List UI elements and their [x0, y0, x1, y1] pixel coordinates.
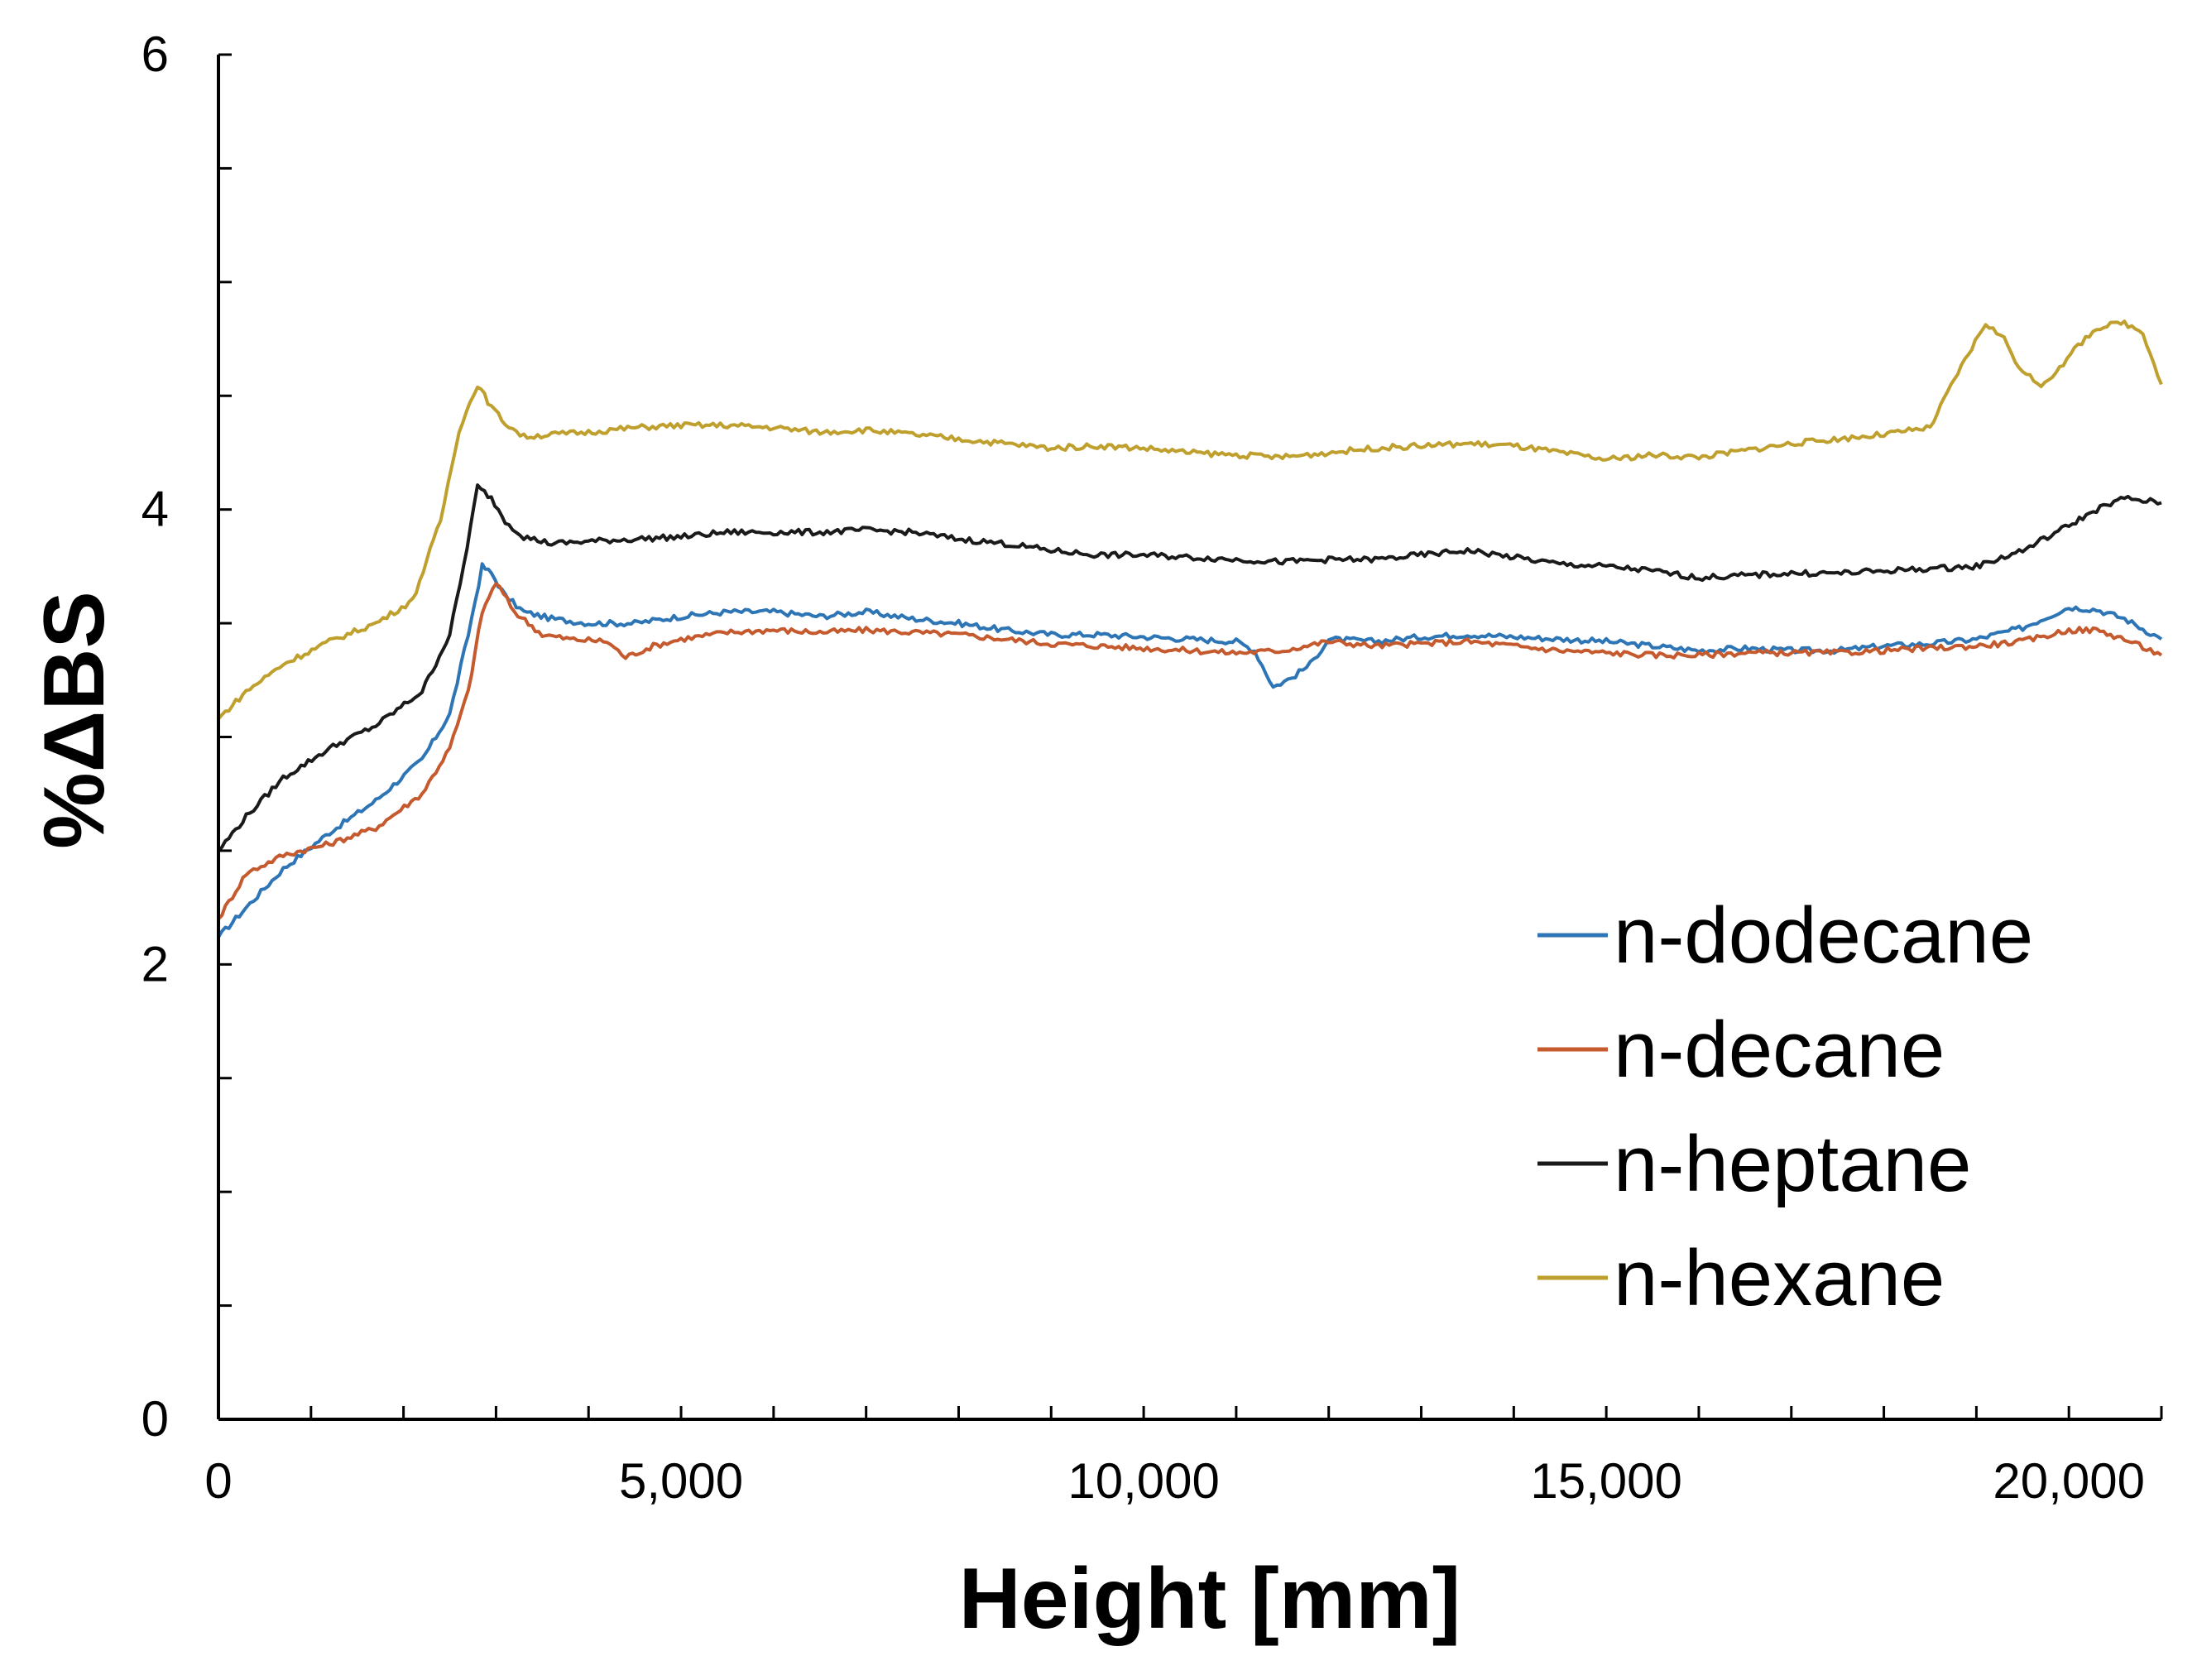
x-tick-label: 20,000: [1993, 1453, 2145, 1509]
legend-label-n-heptane: n-heptane: [1614, 1120, 1971, 1208]
x-tick-label: 15,000: [1530, 1453, 1682, 1509]
y-tick-label: 0: [142, 1391, 169, 1447]
y-tick-label: 6: [142, 26, 169, 82]
legend-label-n-hexane: n-hexane: [1614, 1234, 1945, 1322]
series-line-n-decane: [217, 582, 2163, 920]
x-tick-label: 10,000: [1067, 1453, 1220, 1509]
y-tick-label: 2: [142, 936, 169, 991]
legend: n-dodecane n-decane n-heptane n-hexane: [1537, 891, 2033, 1322]
x-axis-title: Height [mm]: [959, 1551, 1461, 1647]
y-axis-title: %ΔBS: [26, 591, 122, 849]
series-line-n-heptane: [217, 483, 2162, 852]
y-tick-label: 4: [142, 482, 169, 537]
x-tick-label: 0: [204, 1453, 232, 1509]
y-ticks: 0 2 4 6: [142, 26, 232, 1447]
legend-label-n-dodecane: n-dodecane: [1614, 891, 2033, 980]
series-line-n-hexane: [217, 319, 2163, 720]
legend-label-n-decane: n-decane: [1614, 1006, 1945, 1094]
plot-lines: [217, 319, 2163, 938]
x-ticks: 0 5,000 10,000 15,000 20,000: [204, 1406, 2163, 1509]
x-tick-label: 5,000: [619, 1453, 743, 1509]
